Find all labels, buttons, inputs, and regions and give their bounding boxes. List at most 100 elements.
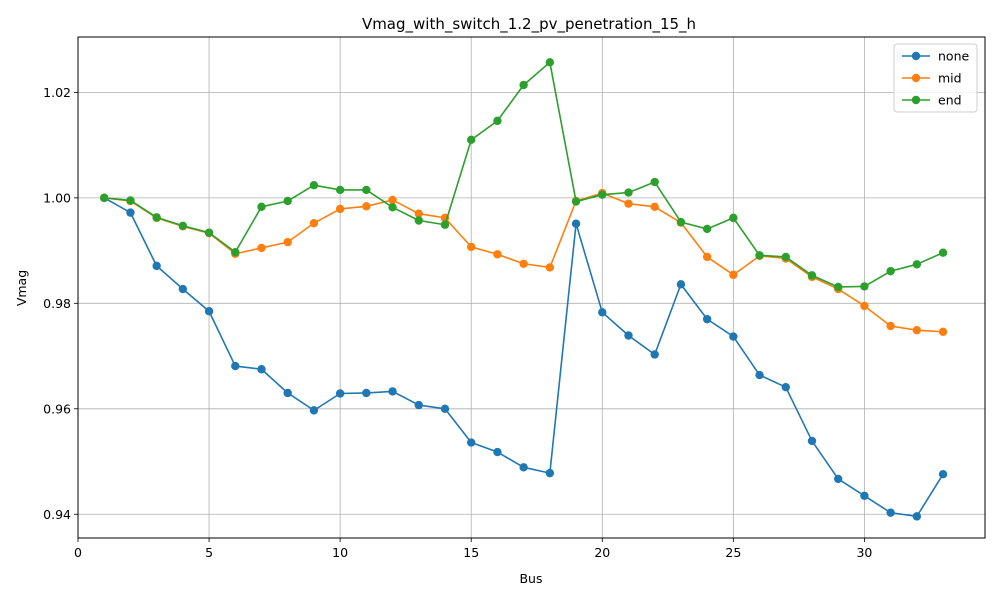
x-tick-label: 0 bbox=[74, 545, 82, 560]
data-point-mid bbox=[729, 270, 738, 280]
data-point-end bbox=[519, 80, 528, 90]
data-point-none bbox=[755, 370, 764, 380]
data-point-end bbox=[650, 177, 659, 187]
data-point-none bbox=[335, 389, 345, 398]
data-point-mid bbox=[309, 218, 319, 228]
data-point-end bbox=[204, 228, 214, 237]
legend-item-none: none bbox=[902, 49, 969, 64]
data-point-none bbox=[309, 406, 319, 415]
data-point-end bbox=[938, 248, 948, 257]
data-point-mid bbox=[624, 199, 633, 208]
data-point-end bbox=[781, 252, 790, 262]
data-point-none bbox=[204, 307, 214, 316]
data-point-none bbox=[834, 474, 843, 484]
data-point-mid bbox=[414, 209, 423, 218]
data-point-mid bbox=[860, 301, 869, 311]
data-point-mid bbox=[519, 259, 528, 268]
plot-area-frame bbox=[77, 36, 986, 539]
data-point-mid bbox=[493, 250, 502, 259]
x-axis-ticks: 0 5 10 15 20 25 30 bbox=[74, 538, 872, 560]
data-point-none bbox=[414, 400, 423, 410]
data-point-end bbox=[729, 213, 738, 223]
data-point-end bbox=[624, 188, 633, 197]
data-point-none bbox=[938, 469, 948, 479]
data-point-none bbox=[152, 261, 161, 271]
data-point-none bbox=[362, 388, 371, 398]
legend: none mid end bbox=[893, 43, 978, 113]
data-point-none bbox=[126, 208, 135, 217]
data-point-mid bbox=[388, 195, 397, 205]
legend-box bbox=[893, 43, 978, 113]
data-point-none bbox=[545, 468, 555, 478]
data-point-end bbox=[676, 217, 686, 227]
y-axis-label: Vmag bbox=[14, 270, 29, 306]
data-point-mid bbox=[912, 326, 922, 335]
y-tick-label: 0.94 bbox=[43, 507, 71, 522]
data-point-mid bbox=[467, 242, 476, 252]
data-point-end bbox=[755, 251, 764, 260]
data-point-mid bbox=[335, 204, 345, 214]
data-point-end bbox=[493, 116, 502, 126]
data-point-end bbox=[545, 58, 555, 67]
data-point-none bbox=[781, 382, 790, 392]
legend-label: mid bbox=[938, 71, 962, 86]
data-point-end bbox=[702, 224, 712, 234]
data-point-none bbox=[650, 350, 659, 359]
x-tick-label: 5 bbox=[205, 545, 213, 560]
series-layer bbox=[100, 58, 948, 521]
data-point-none bbox=[807, 436, 817, 446]
data-point-end bbox=[126, 196, 135, 205]
data-point-end bbox=[807, 271, 817, 280]
legend-item-end: end bbox=[902, 93, 962, 108]
data-point-none bbox=[519, 463, 528, 472]
data-point-end bbox=[860, 282, 869, 291]
data-point-none bbox=[440, 404, 450, 413]
data-point-end bbox=[886, 266, 895, 276]
data-point-mid bbox=[938, 327, 948, 336]
x-axis-label: Bus bbox=[519, 571, 542, 586]
data-point-end bbox=[335, 185, 345, 195]
data-point-end bbox=[283, 196, 292, 206]
legend-swatch-marker bbox=[911, 51, 921, 61]
data-point-none bbox=[912, 512, 922, 521]
data-point-end bbox=[309, 180, 319, 190]
data-point-none bbox=[598, 308, 607, 317]
data-point-mid bbox=[362, 202, 371, 211]
data-point-end bbox=[231, 247, 240, 257]
x-tick-label: 30 bbox=[856, 545, 872, 560]
data-point-end bbox=[414, 216, 423, 225]
data-point-none bbox=[178, 284, 188, 294]
data-point-end bbox=[152, 213, 161, 222]
y-tick-label: 0.96 bbox=[43, 401, 71, 416]
y-tick-label: 1.00 bbox=[43, 190, 71, 205]
x-tick-label: 15 bbox=[463, 545, 479, 560]
legend-label: end bbox=[938, 93, 962, 108]
data-point-end bbox=[598, 190, 607, 199]
data-point-end bbox=[178, 221, 188, 230]
data-point-mid bbox=[545, 263, 555, 272]
data-point-none bbox=[886, 508, 895, 517]
x-tick-label: 25 bbox=[725, 545, 741, 560]
data-point-mid bbox=[283, 237, 292, 247]
data-point-end bbox=[362, 185, 371, 195]
x-tick-label: 20 bbox=[594, 545, 610, 560]
data-point-none bbox=[493, 447, 502, 457]
data-point-none bbox=[467, 438, 476, 447]
data-point-mid bbox=[702, 252, 712, 262]
legend-label: none bbox=[938, 49, 969, 64]
data-point-none bbox=[571, 219, 581, 228]
data-point-none bbox=[624, 331, 633, 340]
data-point-end bbox=[912, 260, 922, 269]
data-point-end bbox=[100, 193, 109, 203]
chart-title: Vmag_with_switch_1.2_pv_penetration_15_h bbox=[362, 15, 696, 34]
data-point-mid bbox=[650, 202, 659, 212]
x-tick-label: 10 bbox=[332, 545, 348, 560]
data-point-end bbox=[467, 135, 476, 145]
data-point-none bbox=[729, 332, 738, 341]
grid-lines bbox=[77, 37, 985, 538]
data-point-end bbox=[388, 203, 397, 212]
data-point-none bbox=[676, 280, 686, 289]
legend-swatch-marker bbox=[911, 73, 921, 83]
legend-item-mid: mid bbox=[902, 71, 962, 86]
data-point-mid bbox=[257, 243, 266, 253]
